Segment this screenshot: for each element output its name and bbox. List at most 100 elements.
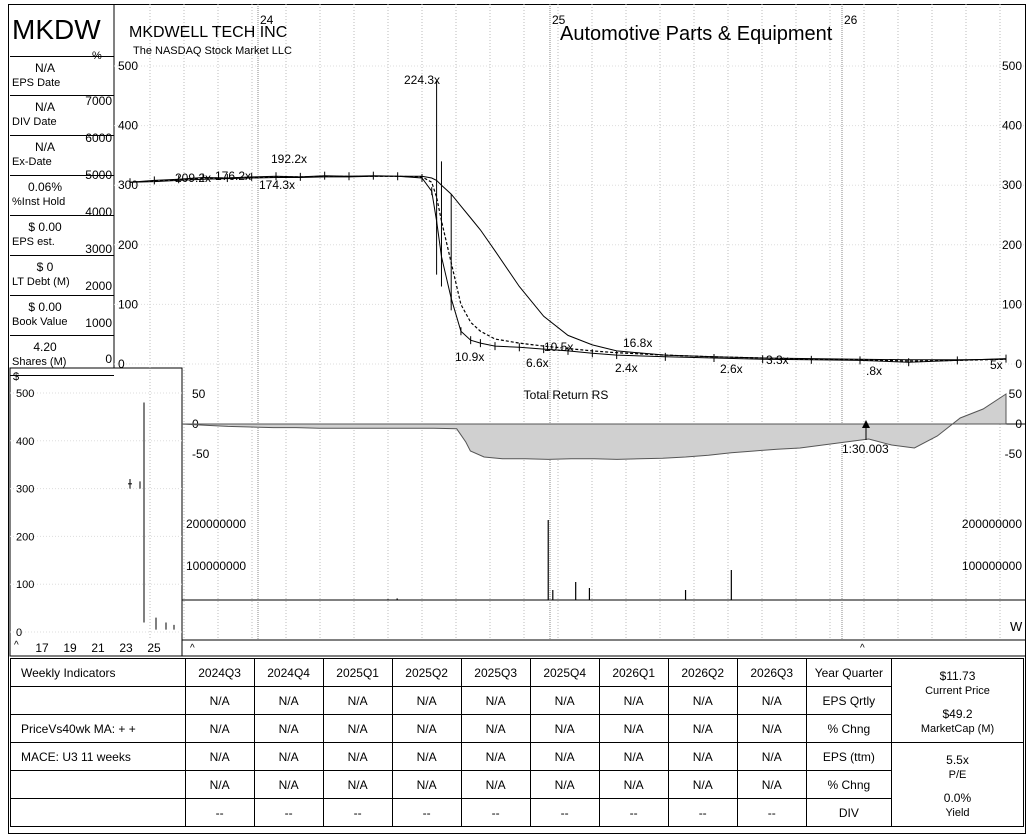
side-value: N/A bbox=[34, 140, 55, 154]
summary-value: 5.5x bbox=[946, 753, 969, 767]
lt-tick: 200 bbox=[16, 531, 34, 543]
pct-tick: 5000 bbox=[85, 168, 112, 182]
lt-tick: 300 bbox=[16, 484, 34, 496]
indicator-cell: N/A bbox=[322, 742, 393, 771]
price-tick-right: 200 bbox=[1002, 238, 1022, 252]
side-label: EPS Date bbox=[12, 77, 61, 89]
side-cell: $ 0.00 EPS est. bbox=[10, 216, 114, 256]
indicator-cell: -- bbox=[391, 798, 462, 827]
indicator-cell: N/A bbox=[667, 770, 738, 799]
price-annotation: 2.6x bbox=[720, 362, 743, 376]
side-value: 4.20 bbox=[33, 340, 57, 354]
indicator-row-label: Weekly Indicators bbox=[10, 658, 186, 687]
volume-tick-right: 200000000 bbox=[962, 517, 1022, 531]
indicator-cell: 2025Q2 bbox=[391, 658, 462, 687]
rs-title: Total Return RS bbox=[524, 388, 609, 402]
side-value: $ 0.00 bbox=[28, 300, 62, 314]
price-tick-left: 200 bbox=[118, 238, 138, 252]
price-tick-right: 500 bbox=[1002, 59, 1022, 73]
price-annotation: 10.9x bbox=[455, 350, 484, 364]
side-cell: 0.06% %Inst Hold bbox=[10, 176, 114, 216]
volume-tick-left: 100000000 bbox=[186, 559, 246, 573]
indicators-table: Weekly Indicators 2024Q3 2024Q4 2025Q1 2025Q… bbox=[10, 658, 1025, 827]
caret-marker: ^ bbox=[14, 640, 19, 651]
summary-label: MarketCap (M) bbox=[920, 723, 995, 735]
indicator-cell: 2025Q3 bbox=[460, 658, 531, 687]
indicator-cell: N/A bbox=[598, 686, 669, 715]
indicator-row-title: Year Quarter bbox=[805, 658, 892, 687]
indicator-cell: N/A bbox=[736, 770, 807, 799]
pct-tick: 1000 bbox=[85, 316, 112, 330]
indicator-row-title: % Chng bbox=[805, 770, 892, 799]
price-annotation: 10.5x bbox=[544, 340, 573, 354]
rs-tick-right: 50 bbox=[1009, 387, 1023, 401]
rs-area bbox=[181, 393, 1007, 460]
side-label: Ex-Date bbox=[12, 156, 52, 168]
rs-annotation: 1:30.003 bbox=[842, 442, 889, 456]
indicator-cell: N/A bbox=[667, 742, 738, 771]
side-value: N/A bbox=[34, 100, 55, 114]
price-annotation: 6.6x bbox=[526, 356, 549, 370]
indicator-cell: N/A bbox=[253, 686, 324, 715]
summary-value: $49.2 bbox=[942, 707, 973, 721]
indicator-cell: 2025Q1 bbox=[322, 658, 393, 687]
lt-tick: 400 bbox=[16, 436, 34, 448]
indicator-cell: N/A bbox=[598, 742, 669, 771]
summary-label: P/E bbox=[948, 769, 967, 781]
w-label: W bbox=[1010, 619, 1023, 634]
indicator-cell: N/A bbox=[736, 742, 807, 771]
pct-tick: 4000 bbox=[85, 205, 112, 219]
lt-x-tick: 25 bbox=[147, 641, 161, 655]
side-cell: N/A Ex-Date bbox=[10, 136, 114, 176]
price-annotation: 5x bbox=[990, 358, 1003, 372]
ma-short-line bbox=[129, 175, 1007, 362]
summary-cell: 5.5x P/E 0.0% Yield bbox=[890, 742, 1025, 827]
side-label: Book Value bbox=[12, 316, 68, 328]
price-tick-right: 0 bbox=[1015, 357, 1022, 371]
indicator-row-title: EPS Qrtly bbox=[805, 686, 892, 715]
price-annotation: 176.2x bbox=[215, 169, 251, 183]
price-annotation: 2.4x bbox=[615, 361, 638, 375]
price-tick-right: 100 bbox=[1002, 297, 1022, 311]
indicator-row-label: PriceVs40wk MA: + + bbox=[10, 714, 186, 743]
lt-x-tick: 23 bbox=[119, 641, 133, 655]
indicator-cell: -- bbox=[460, 798, 531, 827]
caret-marker: ^ bbox=[190, 643, 195, 654]
lt-tick: 0 bbox=[16, 627, 22, 639]
side-cell: $ 0.00 Book Value bbox=[10, 296, 114, 336]
price-annotation: 209.2x bbox=[175, 171, 211, 185]
side-label: EPS est. bbox=[12, 236, 55, 248]
indicator-cell: -- bbox=[322, 798, 393, 827]
indicator-cell: N/A bbox=[391, 714, 462, 743]
side-label: %Inst Hold bbox=[12, 196, 66, 208]
indicator-cell: 2024Q4 bbox=[253, 658, 324, 687]
indicator-cell: N/A bbox=[184, 686, 255, 715]
indicator-row-label bbox=[10, 770, 186, 799]
indicator-cell: N/A bbox=[253, 770, 324, 799]
pct-tick: 7000 bbox=[85, 94, 112, 108]
indicator-cell: 2025Q4 bbox=[529, 658, 600, 687]
indicator-cell: -- bbox=[253, 798, 324, 827]
pct-tick: 2000 bbox=[85, 279, 112, 293]
lt-tick: 500 bbox=[16, 388, 34, 400]
exchange-name: The NASDAQ Stock Market LLC bbox=[133, 45, 292, 57]
rs-tick-right: -50 bbox=[1005, 447, 1023, 461]
indicator-row-label bbox=[10, 686, 186, 715]
indicator-cell: N/A bbox=[460, 770, 531, 799]
price-annotation: 174.3x bbox=[259, 178, 295, 192]
indicator-cell: -- bbox=[736, 798, 807, 827]
indicator-cell: N/A bbox=[253, 742, 324, 771]
indicator-cell: N/A bbox=[253, 714, 324, 743]
indicator-cell: N/A bbox=[184, 742, 255, 771]
indicator-row-label bbox=[10, 798, 186, 827]
year-tick-label: 25 bbox=[552, 13, 566, 27]
industry-name: Automotive Parts & Equipment bbox=[560, 23, 833, 45]
indicator-row-label: MACE: U3 11 weeks bbox=[10, 742, 186, 771]
long-term-frame bbox=[9, 367, 183, 657]
indicator-cell: 2026Q3 bbox=[736, 658, 807, 687]
rs-tick-left: 50 bbox=[192, 387, 206, 401]
indicator-cell: N/A bbox=[529, 686, 600, 715]
price-tick-left: 100 bbox=[118, 297, 138, 311]
indicator-cell: N/A bbox=[391, 770, 462, 799]
side-value: N/A bbox=[34, 61, 55, 75]
